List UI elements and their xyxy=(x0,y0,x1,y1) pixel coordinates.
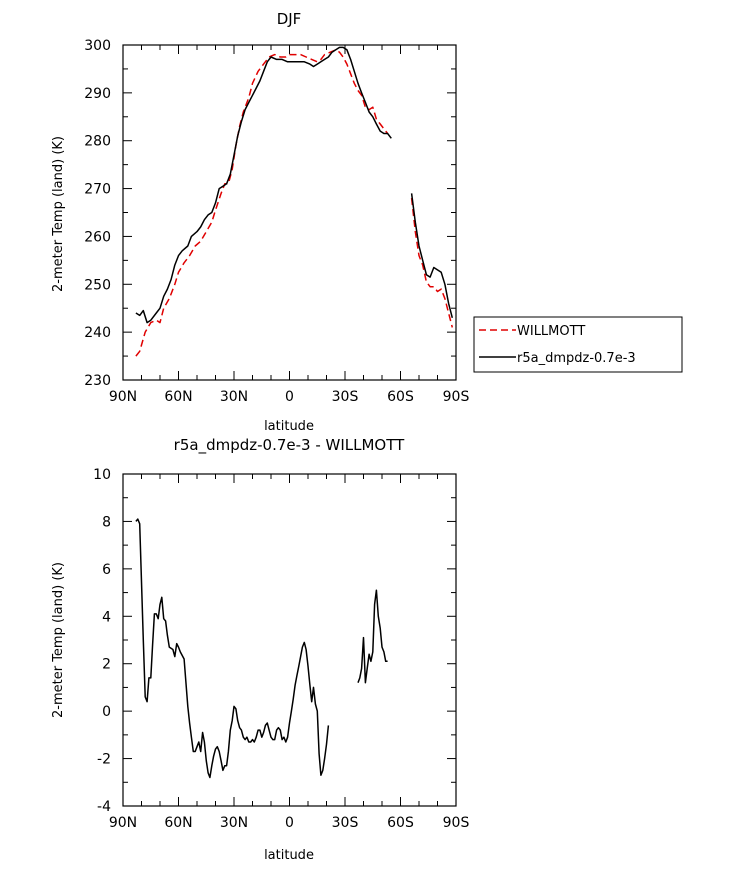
y-tick-label: 0 xyxy=(102,704,111,720)
y-tick-label: 260 xyxy=(84,229,111,245)
y-tick-label: 230 xyxy=(84,373,111,389)
x-tick-label: 30S xyxy=(332,815,359,831)
y-tick-label: 270 xyxy=(84,182,111,198)
y-tick-label: 2 xyxy=(102,657,111,673)
y-tick-label: 8 xyxy=(102,514,111,530)
series-line xyxy=(135,518,330,779)
y-tick-label: 290 xyxy=(84,86,111,102)
y-tick-label: -2 xyxy=(97,752,111,768)
legend-label-model: r5a_dmpdz-0.7e-3 xyxy=(517,351,636,366)
legend-label-willmott: WILLMOTT xyxy=(517,324,585,339)
x-tick-label: 90N xyxy=(109,389,137,405)
x-tick-label: 60N xyxy=(164,389,192,405)
x-tick-label: 90S xyxy=(443,389,470,405)
series-line xyxy=(410,193,454,318)
legend-box xyxy=(473,316,683,373)
x-tick-label: 60S xyxy=(387,815,414,831)
legend: WILLMOTT r5a_dmpdz-0.7e-3 xyxy=(473,316,683,373)
x-tick-label: 90S xyxy=(443,815,470,831)
x-tick-label: 30S xyxy=(332,389,359,405)
series-line xyxy=(135,46,392,324)
series-line xyxy=(410,198,454,328)
chart-title: r5a_dmpdz-0.7e-3 - WILLMOTT xyxy=(174,436,405,455)
panel-bottom-difference: r5a_dmpdz-0.7e-3 - WILLMOTT 90N 60N 30N 0 30… xyxy=(51,436,469,863)
series-group xyxy=(135,46,454,357)
x-tick-label: 30N xyxy=(220,815,248,831)
plot-area: 90N 60N 30N 0 30S 60S 90S 230 240 250 260 270 280 290… xyxy=(84,38,469,405)
y-axis-label: 2-meter Temp (land) (K) xyxy=(51,562,66,718)
series-group xyxy=(135,518,388,779)
chart-title: DJF xyxy=(277,10,302,28)
x-axis-label: latitude xyxy=(264,419,314,434)
series-line xyxy=(135,49,389,357)
y-tick-label: 240 xyxy=(84,325,111,341)
plot-frame xyxy=(122,44,457,381)
series-line xyxy=(357,589,388,684)
y-tick-label: 10 xyxy=(93,467,111,483)
x-tick-label: 60N xyxy=(164,815,192,831)
y-tick-label: 300 xyxy=(84,38,111,54)
y-tick-label: -4 xyxy=(97,799,111,815)
panel-top-temperature: DJF 90N 60N 30N 0 30S 60S 90S 230 240 250 260 270 28… xyxy=(51,10,683,434)
plot-area: 90N 60N 30N 0 30S 60S 90S -4 -2 0 2 4 6 8 10 xyxy=(93,467,469,831)
y-tick-label: 280 xyxy=(84,134,111,150)
x-tick-label: 30N xyxy=(220,389,248,405)
y-tick-label: 250 xyxy=(84,277,111,293)
plot-frame xyxy=(122,473,457,807)
x-tick-label: 60S xyxy=(387,389,414,405)
x-axis-label: latitude xyxy=(264,848,314,863)
y-tick-label: 6 xyxy=(102,562,111,578)
y-axis-label: 2-meter Temp (land) (K) xyxy=(51,136,66,292)
x-tick-label: 90N xyxy=(109,815,137,831)
x-tick-label: 0 xyxy=(285,815,294,831)
y-tick-label: 4 xyxy=(102,609,111,625)
x-tick-label: 0 xyxy=(285,389,294,405)
